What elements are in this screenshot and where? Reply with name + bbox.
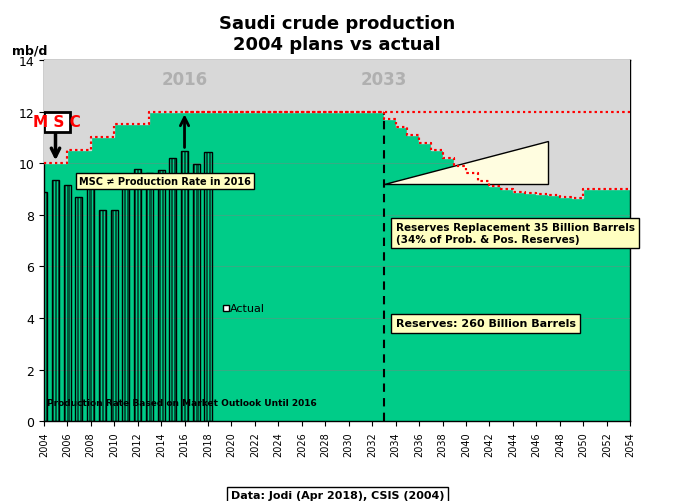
Title: Saudi crude production
2004 plans vs actual: Saudi crude production 2004 plans vs act… [219, 15, 455, 54]
Bar [99, 210, 106, 421]
Polygon shape [114, 112, 149, 125]
Text: Reserves Replacement 35 Billion Barrels
(34% of Prob. & Pos. Reserves): Reserves Replacement 35 Billion Barrels … [396, 222, 634, 244]
Text: MSC ≠ Production Rate in 2016: MSC ≠ Production Rate in 2016 [79, 177, 251, 187]
Bar [181, 152, 188, 421]
Bar [76, 197, 82, 421]
Polygon shape [68, 112, 90, 151]
Bar [40, 192, 47, 421]
Text: Production Rate Based on Market Outlook Until 2016: Production Rate Based on Market Outlook … [47, 398, 317, 407]
Bar [205, 152, 211, 421]
Polygon shape [44, 61, 630, 198]
Text: Actual: Actual [230, 303, 265, 313]
Bar [87, 183, 95, 421]
Text: 2033: 2033 [360, 71, 407, 89]
Polygon shape [44, 112, 68, 164]
Text: Data: Jodi (Apr 2018), CSIS (2004): Data: Jodi (Apr 2018), CSIS (2004) [231, 490, 444, 500]
Polygon shape [384, 142, 548, 184]
Text: Reserves: 260 Billion Barrels: Reserves: 260 Billion Barrels [396, 319, 576, 329]
Bar [63, 186, 71, 421]
Polygon shape [44, 112, 630, 421]
Bar [134, 170, 141, 421]
Bar [157, 171, 165, 421]
Polygon shape [384, 112, 630, 198]
FancyBboxPatch shape [45, 112, 70, 133]
Text: mb/d: mb/d [11, 44, 47, 57]
Text: 2016: 2016 [161, 71, 208, 89]
Text: M S C: M S C [33, 115, 81, 130]
Bar [146, 173, 153, 421]
Bar [169, 159, 176, 421]
Bar [193, 164, 200, 421]
Bar [111, 210, 117, 421]
Polygon shape [90, 112, 114, 138]
Bar [122, 179, 130, 421]
Bar [52, 180, 59, 421]
